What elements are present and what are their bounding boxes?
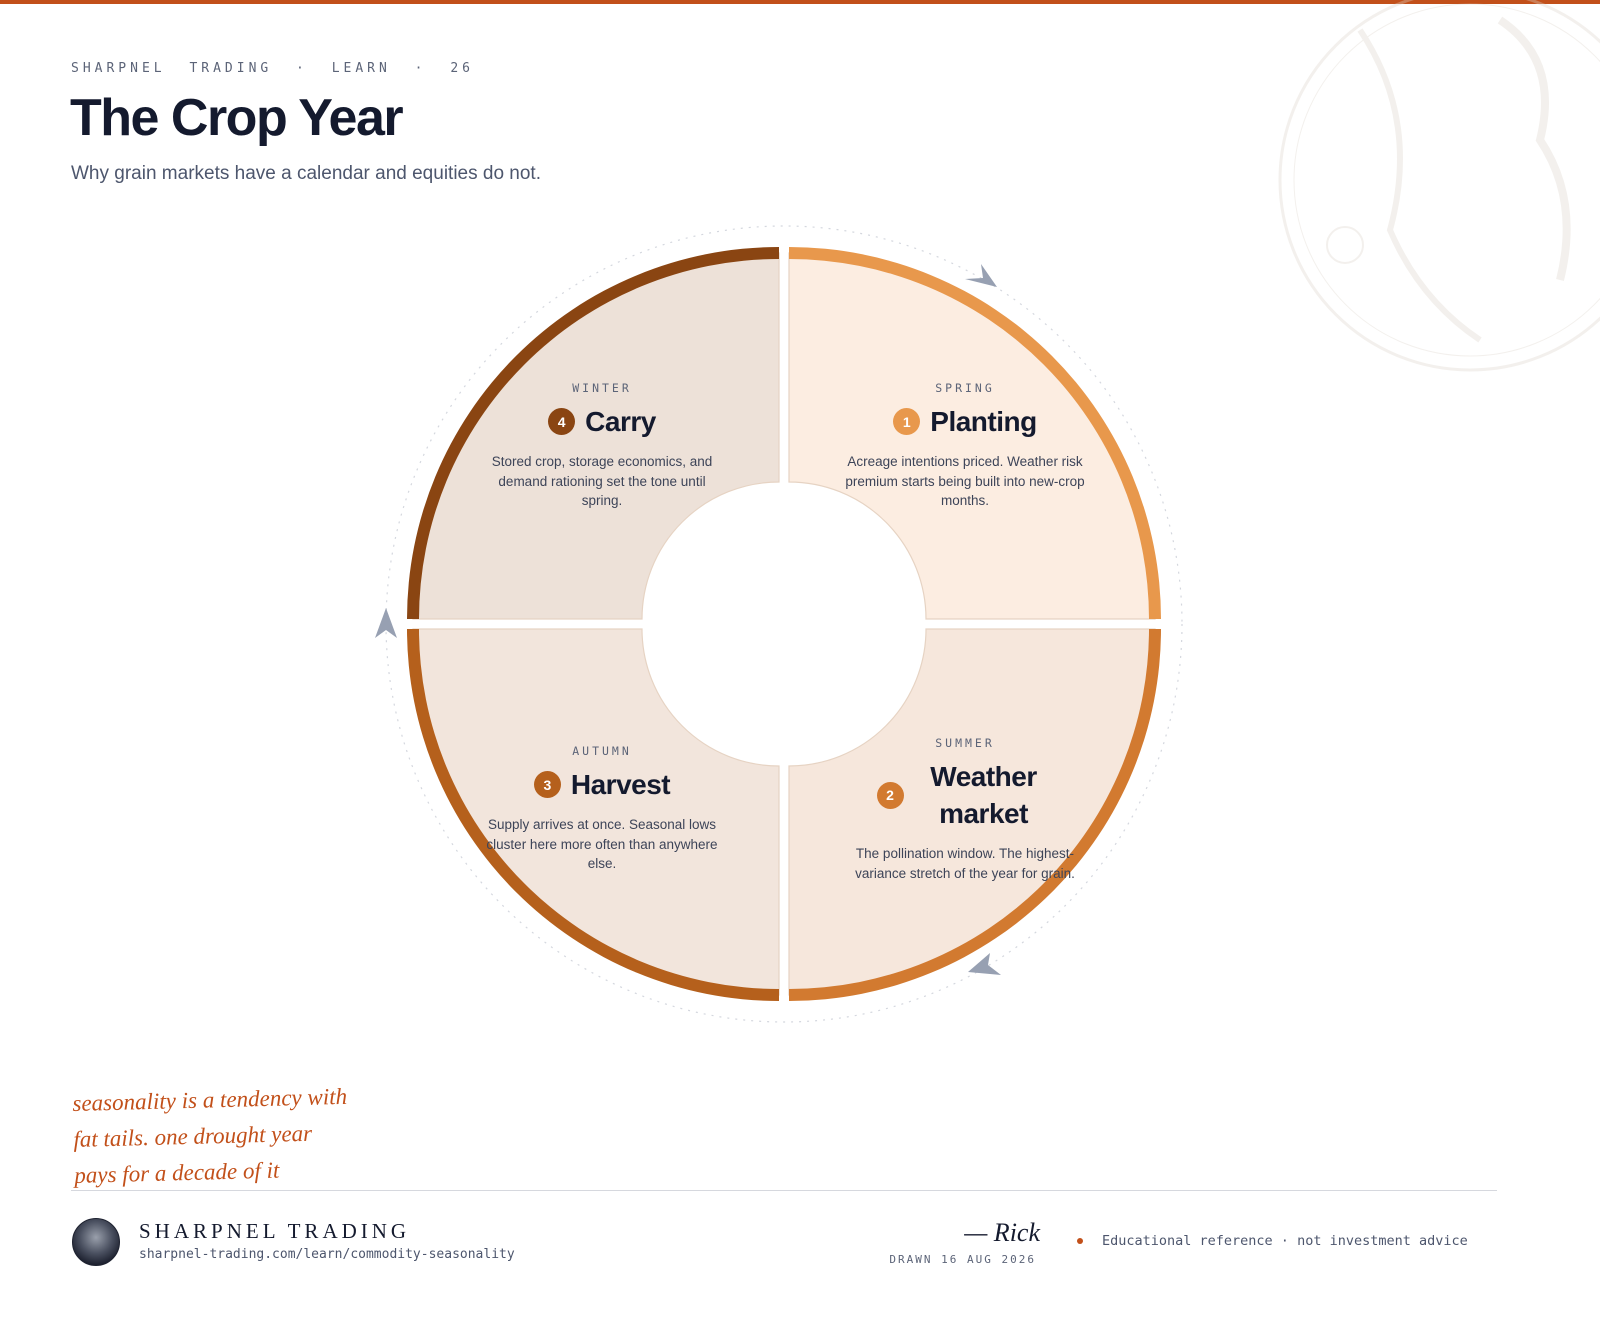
quadrant-text: WINTER 4 Carry Stored crop, storage economi…: [472, 381, 732, 511]
note-line: fat tails. one drought year: [73, 1120, 313, 1152]
title: The Crop Year: [70, 89, 404, 147]
quadrant-title: Weather market: [930, 761, 1037, 829]
season-label: SPRING: [935, 381, 995, 395]
step-number: 1: [893, 408, 921, 435]
title-row: 2 Weather market: [876, 758, 1054, 832]
bullet: [1077, 1238, 1083, 1244]
quadrant-description: Supply arrives at once. Seasonal lows cl…: [486, 817, 718, 871]
quadrant-description: Stored crop, storage economics, and dema…: [491, 454, 713, 508]
quadrant-title: Planting: [930, 406, 1037, 437]
top-bar: [0, 0, 1600, 4]
step-number: 3: [533, 771, 561, 798]
divider: [71, 1190, 1497, 1191]
logo: [72, 1218, 120, 1266]
coin-watermark: [1278, 0, 1600, 372]
title-row: 3 Harvest: [533, 766, 671, 803]
quadrant-title: Carry: [585, 406, 656, 437]
step-number: 4: [548, 408, 576, 435]
arrow: [965, 264, 997, 287]
title-row: 4 Carry: [548, 403, 656, 440]
season-label: WINTER: [572, 381, 632, 395]
handwritten-note: seasonality is a tendency with fat tails.…: [72, 1079, 349, 1194]
season-label: AUTUMN: [572, 744, 632, 758]
quadrant-description: Acreage intentions priced. Weather risk …: [845, 454, 1085, 508]
note-line: pays for a decade of it: [74, 1157, 280, 1188]
brand: SHARPNEL TRADING: [139, 1219, 411, 1243]
quadrant-text: AUTUMN 3 Harvest Supply arrives at once. Se…: [472, 744, 732, 874]
eyebrow: SHARPNEL TRADING · LEARN · 26: [71, 61, 474, 76]
disclaimer: Educational reference · not investment a…: [1102, 1233, 1468, 1249]
quadrant-description: The pollination window. The highest-vari…: [855, 846, 1075, 881]
arrow: [968, 953, 1001, 975]
subtitle: Why grain markets have a calendar and eq…: [71, 163, 541, 184]
quadrant-text: SPRING 1 Planting Acreage intentions priced…: [835, 381, 1095, 511]
url: sharpnel-trading.com/learn/commodity-sea…: [139, 1247, 515, 1262]
drawn-date: DRAWN 16 AUG 2026: [889, 1253, 1036, 1266]
quadrant-title: Harvest: [570, 769, 671, 800]
title-row: 1 Planting: [893, 403, 1037, 440]
quadrant-text: SUMMER 2 Weather market The pollination win…: [835, 736, 1095, 883]
season-label: SUMMER: [935, 736, 995, 750]
hub: [650, 490, 918, 758]
arrow: [375, 608, 397, 638]
step-number: 2: [876, 781, 904, 809]
signature: — Rick: [964, 1218, 1040, 1247]
